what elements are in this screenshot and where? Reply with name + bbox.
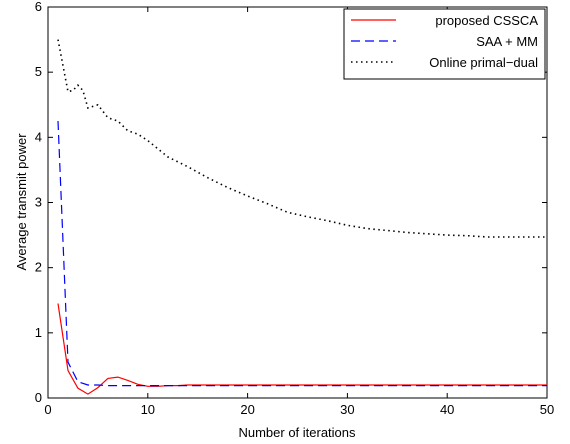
y-tick-label: 2 xyxy=(35,260,42,275)
x-tick-label: 40 xyxy=(440,402,454,417)
x-tick-label: 10 xyxy=(141,402,155,417)
series-layer xyxy=(57,39,547,395)
legend-label-2: Online primal−dual xyxy=(429,55,538,70)
legend-label-0: proposed CSSCA xyxy=(435,13,538,28)
y-tick-label: 5 xyxy=(35,64,42,79)
legend-label-1: SAA + MM xyxy=(476,34,538,49)
series-line-0 xyxy=(57,303,547,395)
legend: proposed CSSCA SAA + MM Online primal−dual xyxy=(343,8,546,80)
y-axis-label: Average transmit power xyxy=(14,133,29,271)
legend-box xyxy=(343,8,546,80)
x-tick-label: 50 xyxy=(540,402,554,417)
x-tick-label: 0 xyxy=(44,402,51,417)
x-axis-ticks: 0 10 20 30 40 50 xyxy=(44,7,554,417)
y-tick-label: 1 xyxy=(35,325,42,340)
x-tick-label: 30 xyxy=(340,402,354,417)
series-line-1 xyxy=(57,120,547,387)
y-axis-ticks: 0 1 2 3 4 5 6 xyxy=(35,0,547,405)
x-tick-label: 20 xyxy=(240,402,254,417)
y-tick-label: 0 xyxy=(35,390,42,405)
y-tick-label: 3 xyxy=(35,195,42,210)
y-tick-label: 6 xyxy=(35,0,42,14)
x-axis-label: Number of iterations xyxy=(238,425,356,440)
y-tick-label: 4 xyxy=(35,129,42,144)
